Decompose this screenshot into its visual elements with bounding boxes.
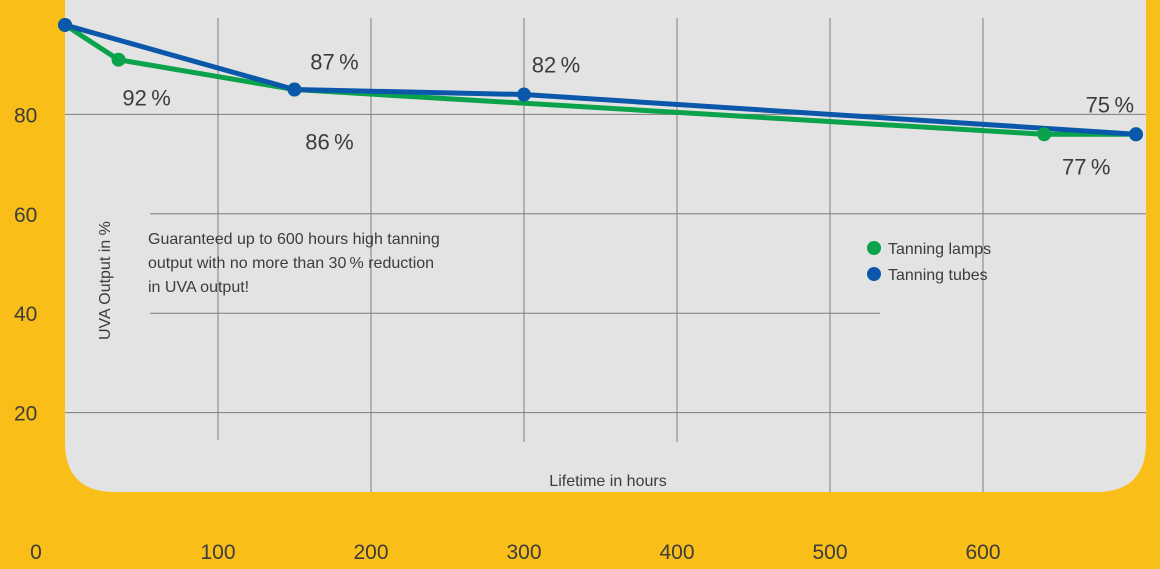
annotation-line-3: in UVA output! <box>148 279 249 296</box>
x-tick-label-0: 0 <box>30 541 42 564</box>
point-tanning-tubes-0 <box>58 17 72 32</box>
point-tanning-lamps-3 <box>1037 127 1052 142</box>
point-tanning-tubes-1 <box>287 82 302 97</box>
annotation-line-2: output with no more than 30 % reduction <box>148 255 434 272</box>
y-tick-label-80: 80 <box>14 104 37 127</box>
data-label-4: 82 % <box>532 53 580 78</box>
point-tanning-tubes-2 <box>517 87 531 102</box>
data-label-3: 87 % <box>310 50 358 75</box>
x-tick-label-500: 500 <box>812 541 847 564</box>
legend-label-tanning-tubes: Tanning tubes <box>888 267 988 284</box>
series-lines <box>58 17 1143 142</box>
x-tick-labels: 0 100 200 300 400 500 600 <box>30 541 1000 564</box>
legend-label-tanning-lamps: Tanning lamps <box>888 241 991 258</box>
legend-marker-tanning-lamps <box>867 241 881 255</box>
annotation-note: Guaranteed up to 600 hours high tanning … <box>148 231 440 296</box>
y-tick-label-20: 20 <box>14 403 37 426</box>
x-tick-label-300: 300 <box>506 541 541 564</box>
data-labels: 92 % 86 % 77 % 87 % 82 % 75 % <box>122 50 1134 180</box>
x-axis-label: Lifetime in hours <box>549 473 666 490</box>
series-line-tanning-tubes <box>62 22 1139 137</box>
x-tick-label-200: 200 <box>353 541 388 564</box>
y-tick-labels: 20 40 60 80 <box>14 104 37 425</box>
data-label-1: 86 % <box>305 130 353 155</box>
y-axis-label: UVA Output in % <box>97 221 114 340</box>
y-tick-label-60: 60 <box>14 204 37 227</box>
point-tanning-lamps-1 <box>111 52 126 67</box>
x-tick-label-100: 100 <box>200 541 235 564</box>
legend-marker-tanning-tubes <box>867 267 881 281</box>
data-label-2: 77 % <box>1062 154 1110 179</box>
y-tick-label-40: 40 <box>14 303 37 326</box>
data-label-0: 92 % <box>122 86 170 111</box>
data-label-5: 75 % <box>1086 92 1134 117</box>
grid-lines <box>65 18 1146 492</box>
annotation-line-1: Guaranteed up to 600 hours high tanning <box>148 231 440 248</box>
x-tick-label-600: 600 <box>965 541 1000 564</box>
x-tick-label-400: 400 <box>659 541 694 564</box>
point-tanning-tubes-3 <box>1129 127 1143 142</box>
legend: Tanning lamps Tanning tubes <box>867 241 991 284</box>
